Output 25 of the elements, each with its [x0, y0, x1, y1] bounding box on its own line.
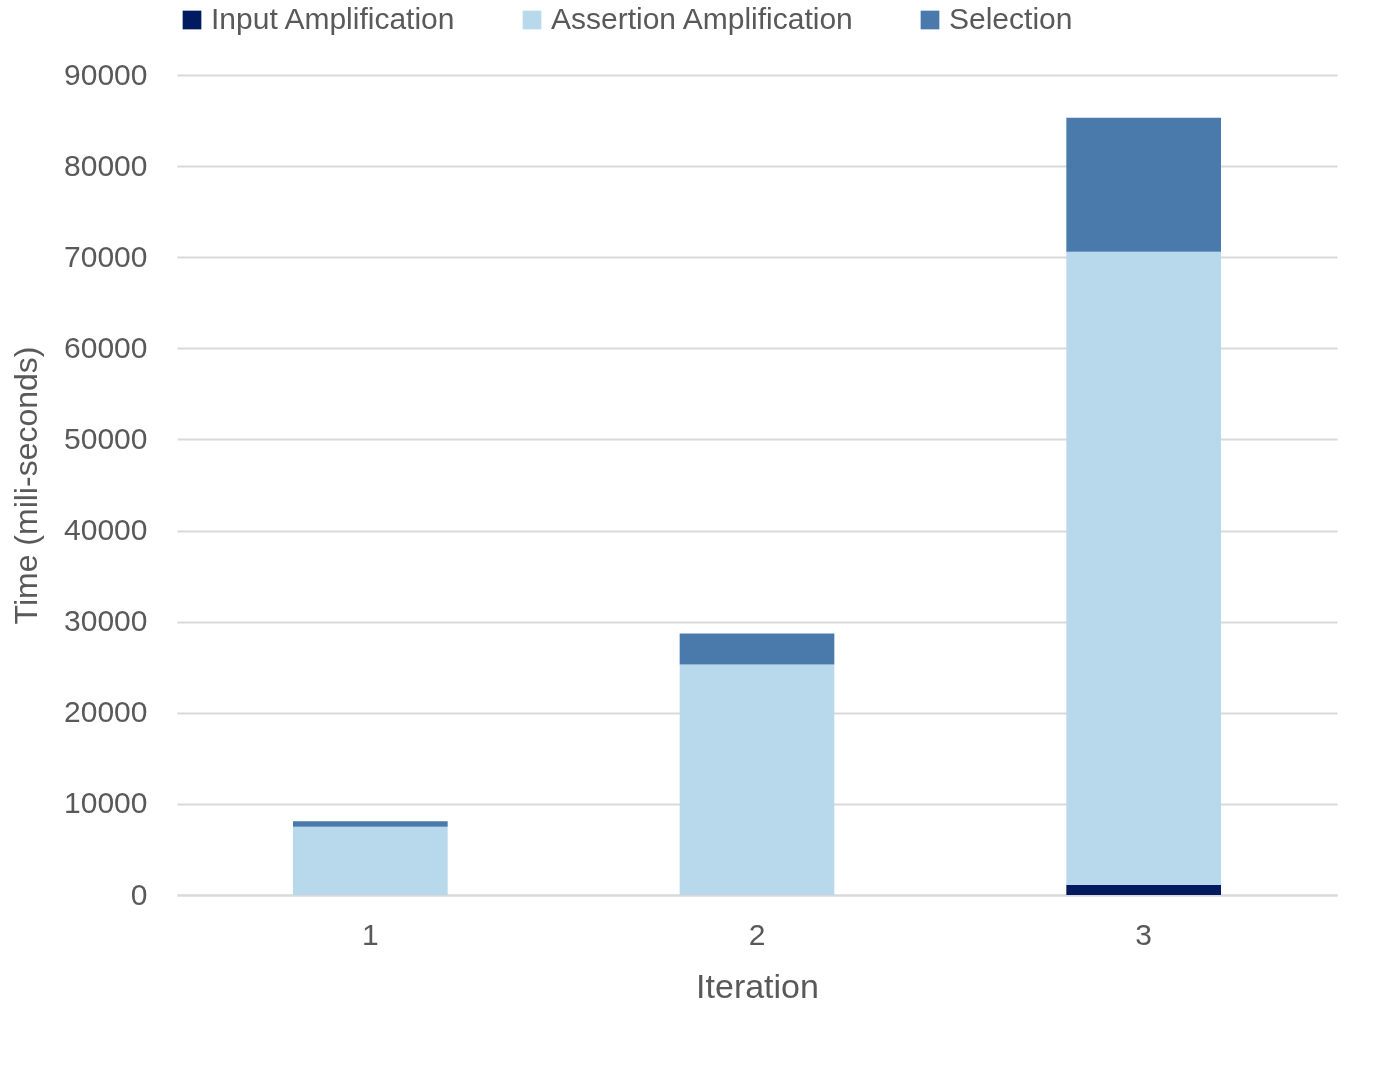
legend-label: Input Amplification	[211, 2, 455, 35]
x-tick-label: 3	[1135, 917, 1153, 951]
y-tick-label: 60000	[64, 330, 148, 364]
bar	[1066, 117, 1221, 252]
x-axis-title: Iteration	[696, 966, 819, 1005]
y-tick-label: 40000	[64, 513, 148, 547]
legend-label: Selection	[949, 2, 1073, 35]
bar	[1066, 884, 1221, 895]
x-tick-label: 1	[361, 917, 379, 951]
y-tick-label: 50000	[64, 421, 148, 455]
x-tick-label: 2	[748, 917, 766, 951]
y-tick-label: 20000	[64, 695, 148, 729]
legend-label: Assertion Amplification	[551, 2, 853, 35]
y-tick-label: 30000	[64, 604, 148, 638]
bar	[293, 826, 448, 895]
bar	[679, 664, 835, 895]
y-tick-label: 90000	[64, 57, 148, 91]
bar	[293, 821, 448, 827]
bar	[1066, 251, 1221, 885]
y-tick-label: 80000	[64, 148, 148, 182]
y-tick-label: 10000	[64, 786, 148, 820]
y-axis-title: Time (mili-seconds)	[8, 346, 45, 625]
y-tick-label: 0	[130, 877, 148, 911]
bar	[679, 633, 835, 665]
y-tick-label: 70000	[64, 239, 148, 273]
